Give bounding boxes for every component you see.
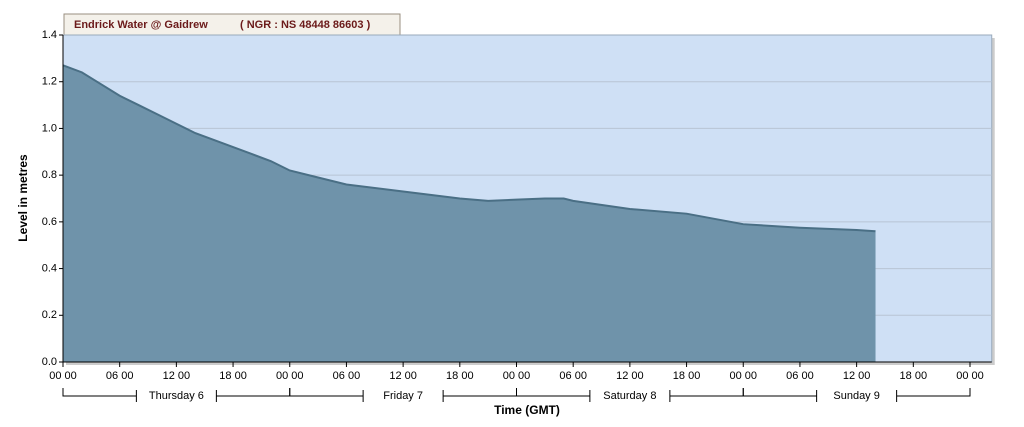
x-axis-title: Time (GMT) bbox=[494, 403, 560, 417]
chart-subtitle: ( NGR : NS 48448 86603 ) bbox=[240, 19, 371, 31]
area bbox=[63, 65, 876, 362]
y-tick-label: 0.0 bbox=[42, 356, 57, 368]
x-tick-label: 12 00 bbox=[616, 370, 644, 382]
y-tick-label: 1.2 bbox=[42, 76, 57, 88]
x-tick-label: 06 00 bbox=[333, 370, 361, 382]
line bbox=[62, 64, 876, 233]
day-label: Saturday 8 bbox=[603, 390, 656, 402]
x-tick-label: 12 00 bbox=[389, 370, 417, 382]
day-label: Thursday 6 bbox=[149, 390, 204, 402]
x-tick-label: 18 00 bbox=[673, 370, 701, 382]
x-tick-label: 06 00 bbox=[559, 370, 587, 382]
x-tick-label: 00 00 bbox=[503, 370, 531, 382]
day-bracket bbox=[62, 388, 291, 402]
y-axis-title: Level in metres bbox=[16, 154, 30, 242]
y-tick-label: 0.8 bbox=[42, 169, 57, 181]
x-tick-label: 00 00 bbox=[956, 370, 984, 382]
y-tick-label: 1.0 bbox=[42, 122, 57, 134]
y-tick-label: 0.2 bbox=[42, 309, 57, 321]
x-tick-label: 18 00 bbox=[219, 370, 247, 382]
x-tick-label: 00 00 bbox=[276, 370, 304, 382]
x-tick-label: 00 00 bbox=[49, 370, 77, 382]
day-bracket bbox=[289, 388, 517, 402]
y-tick-label: 0.4 bbox=[42, 262, 57, 274]
x-tick-label: 06 00 bbox=[786, 370, 814, 382]
x-tick-label: 18 00 bbox=[446, 370, 474, 382]
y-tick-label: 1.4 bbox=[42, 29, 57, 41]
day-bracket bbox=[742, 388, 971, 402]
x-tick-label: 12 00 bbox=[163, 370, 191, 382]
x-tick-label: 06 00 bbox=[106, 370, 134, 382]
y-tick-label: 0.6 bbox=[42, 216, 57, 228]
x-tick-label: 00 00 bbox=[729, 370, 757, 382]
day-bracket bbox=[516, 388, 744, 402]
day-label: Friday 7 bbox=[383, 390, 423, 402]
chart-title: Endrick Water @ Gaidrew bbox=[74, 19, 208, 31]
day-label: Sunday 9 bbox=[833, 390, 879, 402]
x-tick-label: 12 00 bbox=[843, 370, 871, 382]
x-tick-label: 18 00 bbox=[900, 370, 928, 382]
